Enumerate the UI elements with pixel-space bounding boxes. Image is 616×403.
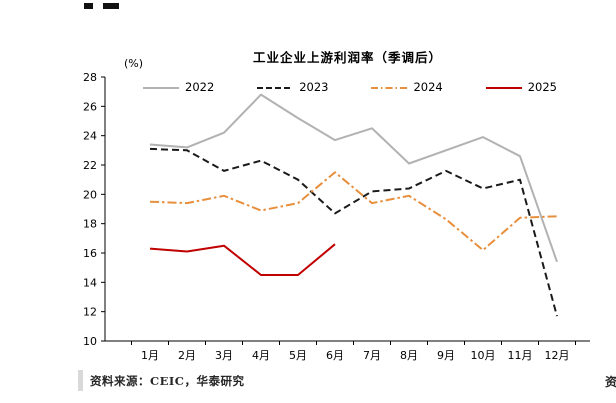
legend-line-sample-icon	[143, 87, 179, 89]
svg-text:10月: 10月	[471, 349, 496, 362]
svg-text:3月: 3月	[215, 349, 233, 362]
svg-text:5月: 5月	[289, 349, 307, 362]
svg-text:6月: 6月	[326, 349, 344, 362]
legend-line-sample-icon	[485, 87, 522, 89]
svg-text:10: 10	[83, 335, 97, 348]
svg-text:22: 22	[83, 159, 97, 172]
truncated-mark	[84, 3, 93, 9]
truncated-header-marks	[84, 3, 119, 9]
svg-text:7月: 7月	[363, 349, 381, 362]
truncated-mark	[103, 3, 119, 9]
legend-label: 2023	[299, 80, 329, 95]
svg-text:26: 26	[83, 100, 97, 113]
legend-label: 2025	[527, 80, 557, 95]
legend-label: 2024	[413, 80, 443, 95]
svg-text:20: 20	[83, 188, 97, 201]
footer-accent-bar	[78, 370, 83, 391]
legend-line-sample-icon	[371, 87, 408, 89]
legend-item-2025: 2025	[485, 80, 557, 95]
legend-line-sample-icon	[257, 87, 294, 89]
legend-item-2023: 2023	[257, 80, 329, 95]
svg-text:24: 24	[83, 130, 97, 143]
svg-text:12: 12	[83, 306, 97, 319]
source-note: 资料来源：CEIC，华泰研究	[90, 373, 245, 388]
svg-text:18: 18	[83, 218, 97, 231]
svg-text:9月: 9月	[437, 349, 455, 362]
legend-item-2024: 2024	[371, 80, 443, 95]
svg-text:2月: 2月	[178, 349, 196, 362]
svg-text:14: 14	[83, 276, 97, 289]
y-axis-unit-label: (%)	[124, 57, 144, 70]
svg-text:11月: 11月	[508, 349, 533, 362]
legend-label: 2022	[185, 80, 215, 95]
svg-text:8月: 8月	[400, 349, 418, 362]
right-truncated-text: 资	[605, 375, 616, 389]
source-footer: 资料来源：CEIC，华泰研究	[78, 370, 244, 391]
svg-text:1月: 1月	[141, 349, 159, 362]
svg-text:28: 28	[83, 71, 97, 84]
svg-text:4月: 4月	[252, 349, 270, 362]
legend-item-2022: 2022	[143, 82, 214, 94]
chart-title: 工业企业上游利润率（季调后）	[252, 50, 442, 65]
svg-text:12月: 12月	[545, 349, 570, 362]
chart-legend: 2022 2023 2024 2025	[143, 80, 557, 96]
svg-text:16: 16	[83, 247, 97, 260]
